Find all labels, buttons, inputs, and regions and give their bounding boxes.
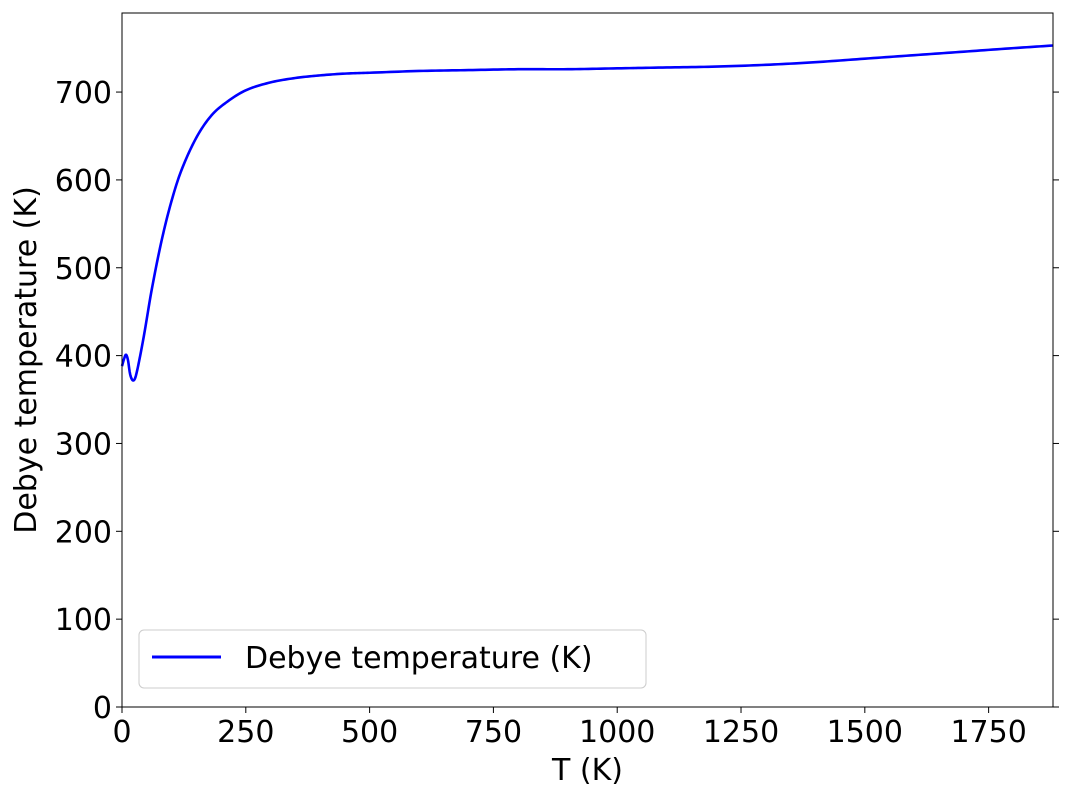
y-tick-label: 500 [55, 252, 112, 287]
y-tick-label: 400 [55, 340, 112, 375]
y-tick-label: 100 [55, 603, 112, 638]
x-tick-label: 1000 [579, 715, 655, 750]
x-tick-label: 1500 [827, 715, 903, 750]
x-axis-label: T (K) [551, 753, 623, 788]
legend: Debye temperature (K) [138, 629, 647, 689]
x-tick-label: 750 [465, 715, 522, 750]
series-layer [120, 44, 1054, 382]
ticks-layer: 0 250 500 750 1000 1250 1500 1750 0 100 200 300 400 5… [55, 76, 1059, 750]
x-tick-label: 0 [112, 715, 131, 750]
plot-area [122, 13, 1053, 707]
y-axis-label: Debye temperature (K) [9, 186, 44, 534]
y-tick-label: 200 [55, 515, 112, 550]
y-tick-label: 700 [55, 76, 112, 111]
series-line-debye-temperature [120, 44, 1054, 382]
y-tick-label: 300 [55, 427, 112, 462]
x-tick-label: 500 [341, 715, 398, 750]
y-tick-label: 0 [93, 691, 112, 726]
y-tick-label: 600 [55, 164, 112, 199]
legend-label: Debye temperature (K) [245, 641, 593, 676]
x-tick-label: 1250 [703, 715, 779, 750]
plot-frame [121, 12, 1054, 708]
x-tick-label: 250 [217, 715, 274, 750]
legend-box [138, 629, 647, 689]
x-tick-label: 1750 [950, 715, 1026, 750]
